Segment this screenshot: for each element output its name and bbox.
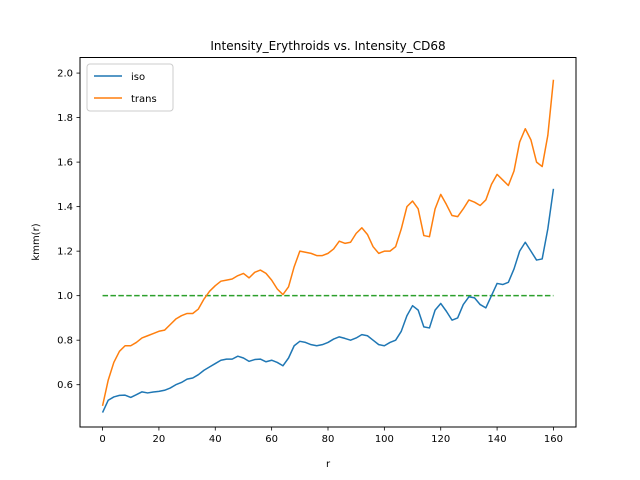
y-tick-label: 1.2	[57, 247, 73, 258]
y-tick-label: 2.0	[57, 69, 73, 80]
y-tick-label: 0.8	[57, 336, 73, 347]
x-tick-label: 80	[322, 434, 335, 445]
x-axis: 0 20 40 60 80 100 120 140 160	[99, 427, 563, 445]
x-tick-label: 140	[488, 434, 507, 445]
x-tick-label: 20	[153, 434, 166, 445]
legend-label-iso: iso	[131, 72, 145, 83]
x-tick-label: 0	[99, 434, 105, 445]
y-tick-label: 1.4	[57, 202, 73, 213]
y-tick-label: 1.6	[57, 158, 73, 169]
x-tick-label: 60	[265, 434, 278, 445]
x-tick-label: 40	[209, 434, 222, 445]
plot-area	[101, 79, 555, 413]
y-axis: 0.6 0.8 1.0 1.2 1.4 1.6 1.8 2.0	[57, 69, 80, 391]
y-tick-label: 1.0	[57, 291, 73, 302]
series-line-iso	[101, 188, 555, 413]
series-line-trans	[101, 79, 555, 407]
legend-frame	[86, 63, 174, 112]
legend-label-trans: trans	[131, 94, 157, 105]
x-tick-label: 120	[431, 434, 450, 445]
chart-title: Intensity_Erythroids vs. Intensity_CD68	[210, 39, 445, 53]
y-tick-label: 1.8	[57, 113, 73, 124]
x-axis-label: r	[326, 459, 331, 470]
y-tick-label: 0.6	[57, 380, 73, 391]
x-tick-label: 160	[544, 434, 563, 445]
y-axis-label: kmm(r)	[31, 223, 42, 260]
legend: iso trans	[86, 63, 174, 112]
x-tick-label: 100	[375, 434, 394, 445]
